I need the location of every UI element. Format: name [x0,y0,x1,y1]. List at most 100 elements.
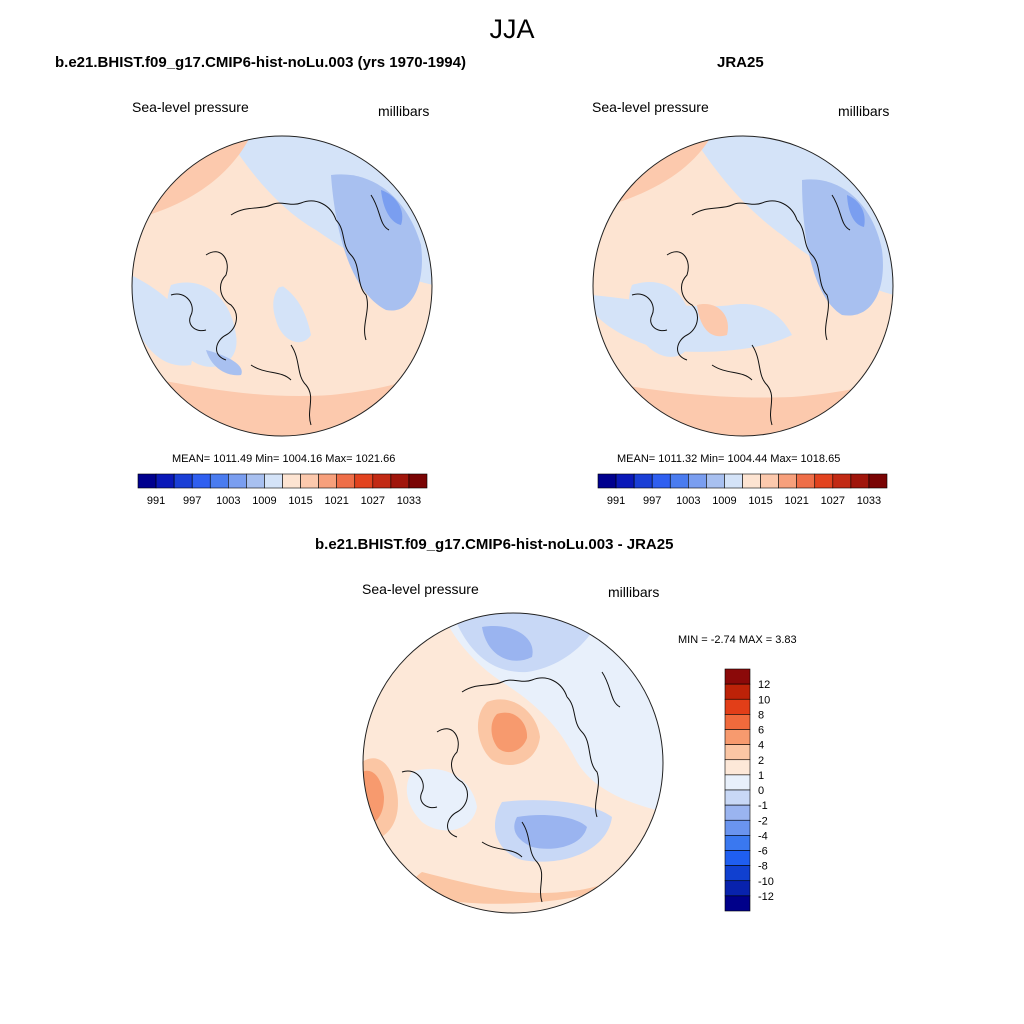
panel3-title: b.e21.BHIST.f09_g17.CMIP6-hist-noLu.003 … [315,536,674,553]
figure-title: JJA [489,14,535,44]
pressure-contour-region [514,815,587,849]
colorbar-swatch [669,473,689,489]
colorbar-swatch [633,473,653,489]
pressure-contour-region [628,281,693,357]
map-border [592,135,894,437]
colorbar-tick-label: -10 [758,876,774,888]
colorbar-swatch [724,668,751,685]
colorbar-tick-label: 1003 [676,495,700,507]
pressure-contour-region [847,195,865,227]
pressure-contour-region [222,204,306,289]
coastline [335,219,368,341]
colorbar-swatch [796,473,816,489]
coastline [461,677,568,698]
colorbar-tick-label: 1003 [216,495,240,507]
colorbar-swatch [137,473,157,489]
colorbar-tick-label: 997 [643,495,661,507]
panel1-units-label: millibars [378,103,430,119]
coastline [521,821,543,903]
colorbar-tick-label: 991 [607,495,625,507]
coastline [751,344,773,426]
colorbar-swatch [300,473,319,489]
coastline [230,200,337,221]
pressure-contour-region [697,304,728,337]
panel2-left-label: Sea-level pressure [592,99,709,115]
colorbar-swatch [724,473,743,489]
colorbar-swatch [155,473,175,489]
coastline [250,364,292,381]
pressure-contour-region [167,282,237,367]
colorbar-swatch [724,744,751,761]
colorbar-swatch [724,865,751,882]
coastline [631,293,668,332]
colorbar-swatch [724,789,751,806]
panel3-left-label: Sea-level pressure [362,581,479,597]
pressure-contour-region [363,613,402,637]
coastline [831,194,851,231]
colorbar-swatch [191,473,211,489]
pressure-contour-region [482,626,533,661]
panel3-units-label: millibars [608,584,660,600]
panel2-polar-map [592,135,894,437]
colorbar-swatch [724,819,751,836]
colorbar-tick-label: 991 [147,495,165,507]
pressure-contour-region [132,136,191,167]
panel2-title: JRA25 [717,54,764,71]
colorbar-tick-label: -4 [758,830,768,842]
coastline [290,344,312,426]
colorbar-swatch [615,473,635,489]
colorbar-swatch [724,729,751,745]
colorbar-swatch [209,473,229,489]
colorbar-tick-label: 1009 [712,495,736,507]
panel1-colorbar: 991 997 1003 1009 1015 1021 1027 1033 [137,473,428,507]
coastline [796,219,829,341]
map-border [131,135,433,437]
coastline [481,841,523,858]
colorbar-tick-label: 1015 [748,495,772,507]
colorbar-swatch [868,473,888,489]
colorbar-tick-label: 1009 [252,495,276,507]
colorbar-swatch [173,473,193,489]
colorbar-tick-label: 2 [758,755,764,767]
colorbar-swatch [318,473,337,489]
coastline [566,696,599,818]
colorbar-swatch [724,774,751,791]
pressure-contour-region [412,872,622,904]
panel2-colorbar: 991 997 1003 1009 1015 1021 1027 1033 [597,473,888,507]
colorbar-swatch [597,473,617,489]
coastline [170,293,207,332]
colorbar-swatch [778,473,797,489]
coastline [601,671,621,708]
panel1-stats: MEAN= 1011.49 Min= 1004.16 Max= 1021.66 [172,453,396,465]
colorbar-swatch [282,473,301,489]
colorbar-swatch [264,473,283,489]
colorbar-tick-label: 12 [758,679,770,691]
colorbar-swatch [336,473,356,489]
coastline [370,194,390,231]
colorbar-swatch [832,473,852,489]
colorbar-swatch [814,473,834,489]
colorbar-swatch [724,683,751,700]
colorbar-tick-label: 1027 [361,495,385,507]
coastline [436,728,468,838]
colorbar-tick-label: -6 [758,846,768,858]
coastline [666,251,698,361]
colorbar-swatch [850,473,870,489]
colorbar-tick-label: 1033 [397,495,421,507]
panel1-title: b.e21.BHIST.f09_g17.CMIP6-hist-noLu.003 … [55,54,466,71]
panel3-stats: MIN = -2.74 MAX = 3.83 [678,634,797,646]
colorbar-tick-label: 1015 [288,495,312,507]
panel1-left-label: Sea-level pressure [132,99,249,115]
colorbar-tick-label: -2 [758,815,768,827]
colorbar-tick-label: 1033 [857,495,881,507]
colorbar-tick-label: 1021 [324,495,348,507]
pressure-contour-region [406,768,477,831]
colorbar-swatch [742,473,761,489]
colorbar-swatch [651,473,671,489]
colorbar-tick-label: 8 [758,709,764,721]
panel2-units-label: millibars [838,103,890,119]
colorbar-tick-label: -1 [758,800,768,812]
colorbar-swatch [760,473,779,489]
coastline [711,364,753,381]
